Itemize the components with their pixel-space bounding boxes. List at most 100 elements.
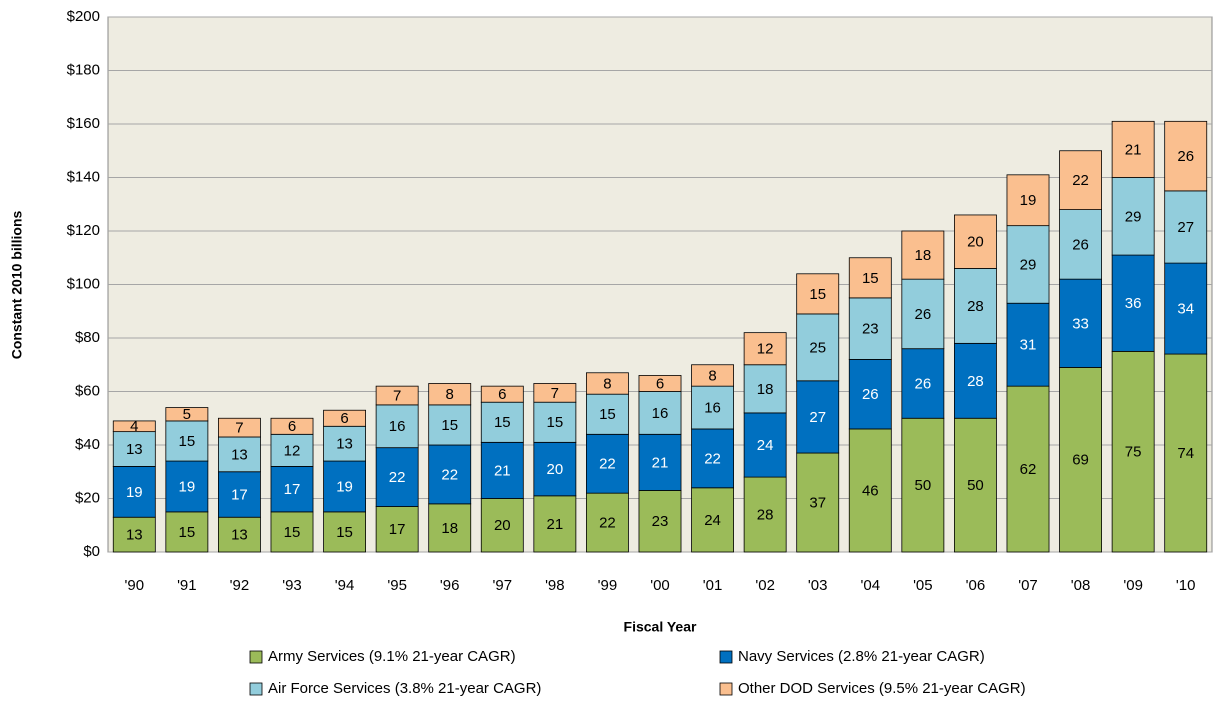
data-label: 21 xyxy=(547,516,564,533)
x-tick-label: '95 xyxy=(387,577,407,594)
legend-swatch xyxy=(719,650,733,664)
legend-label: Air Force Services (3.8% 21-year CAGR) xyxy=(268,680,541,697)
data-label: 17 xyxy=(231,486,248,503)
bar-segment xyxy=(480,498,524,553)
bar-segment xyxy=(480,441,524,499)
data-label: 17 xyxy=(389,521,406,538)
data-label: 22 xyxy=(599,456,616,473)
x-tick-label: '06 xyxy=(966,577,986,594)
bar-segment xyxy=(901,230,945,280)
data-label: 18 xyxy=(915,247,932,264)
bar-segment xyxy=(848,257,892,299)
bar-segment xyxy=(428,503,472,553)
data-label: 22 xyxy=(704,450,721,467)
x-tick-label: '00 xyxy=(650,577,670,594)
data-label: 74 xyxy=(1177,445,1194,462)
bar-segment xyxy=(1164,353,1208,553)
data-label: 19 xyxy=(179,478,196,495)
data-label: 15 xyxy=(809,286,826,303)
bar-segment xyxy=(533,441,577,497)
bar-segment xyxy=(586,433,629,494)
data-label: 16 xyxy=(389,418,406,435)
bar-segment xyxy=(270,511,314,553)
bar-segment xyxy=(217,516,261,553)
legend-label: Army Services (9.1% 21-year CAGR) xyxy=(268,648,516,665)
x-tick-label: '02 xyxy=(755,577,775,594)
bar-segment xyxy=(1006,174,1050,227)
bar-segment xyxy=(217,471,261,518)
bar-segment xyxy=(796,380,840,454)
y-tick-label: $180 xyxy=(67,61,100,78)
data-label: 24 xyxy=(704,512,721,529)
data-label: 28 xyxy=(757,507,774,524)
x-tick-label: '96 xyxy=(440,577,460,594)
bar-segment xyxy=(1164,120,1208,192)
legend-swatch xyxy=(249,650,263,664)
bar-segment xyxy=(375,506,419,553)
bar-segment xyxy=(901,417,945,553)
data-label: 25 xyxy=(809,339,826,356)
bar-segment xyxy=(375,385,419,406)
data-label: 6 xyxy=(340,410,348,427)
x-axis-title: Fiscal Year xyxy=(624,619,697,635)
bar-segment xyxy=(691,428,734,489)
data-label: 26 xyxy=(915,306,932,323)
x-tick-label: '91 xyxy=(177,577,197,594)
data-label: 27 xyxy=(1177,219,1194,236)
data-label: 12 xyxy=(284,442,301,459)
data-label: 28 xyxy=(967,373,984,390)
bar-segment xyxy=(1006,302,1050,387)
data-label: 16 xyxy=(652,405,669,422)
y-tick-label: $0 xyxy=(83,543,100,560)
data-label: 15 xyxy=(547,414,564,431)
legend-label: Other DOD Services (9.5% 21-year CAGR) xyxy=(738,680,1026,697)
x-tick-label: '01 xyxy=(703,577,723,594)
x-tick-label: '99 xyxy=(598,577,618,594)
bar-segment xyxy=(165,460,209,513)
data-label: 6 xyxy=(656,375,664,392)
data-label: 36 xyxy=(1125,295,1142,312)
data-label: 22 xyxy=(441,466,458,483)
data-label: 75 xyxy=(1125,444,1142,461)
data-label: 13 xyxy=(126,441,143,458)
data-label: 31 xyxy=(1020,337,1037,354)
data-label: 5 xyxy=(183,406,191,423)
data-label: 24 xyxy=(757,437,774,454)
bar-segment xyxy=(1164,190,1208,264)
data-label: 15 xyxy=(494,414,511,431)
data-label: 6 xyxy=(288,418,296,435)
data-label: 28 xyxy=(967,298,984,315)
x-tick-label: '03 xyxy=(808,577,828,594)
bar-segment xyxy=(691,487,734,553)
x-tick-label: '93 xyxy=(282,577,302,594)
data-label: 13 xyxy=(126,527,143,544)
data-label: 20 xyxy=(494,517,511,534)
data-label: 8 xyxy=(708,367,716,384)
bar-segment xyxy=(796,273,840,315)
y-tick-label: $80 xyxy=(75,329,100,346)
data-label: 21 xyxy=(652,454,669,471)
bar-segment xyxy=(1006,225,1050,304)
bar-segment xyxy=(954,214,997,269)
data-label: 15 xyxy=(441,417,458,434)
bar-segment xyxy=(533,383,577,403)
data-label: 8 xyxy=(603,375,611,392)
x-tick-label: '08 xyxy=(1071,577,1091,594)
bar-segment xyxy=(1111,177,1155,256)
y-tick-label: $60 xyxy=(75,382,100,399)
data-label: 34 xyxy=(1177,301,1194,318)
data-label: 12 xyxy=(757,341,774,358)
y-tick-label: $140 xyxy=(67,168,100,185)
bar-segment xyxy=(691,364,734,387)
bar-segment xyxy=(480,385,524,403)
data-label: 15 xyxy=(179,433,196,450)
data-label: 15 xyxy=(336,524,353,541)
y-tick-label: $120 xyxy=(67,222,100,239)
data-label: 21 xyxy=(1125,141,1142,158)
data-label: 18 xyxy=(757,381,774,398)
bar-segment xyxy=(270,417,314,435)
data-label: 19 xyxy=(1020,192,1037,209)
x-tick-label: '04 xyxy=(861,577,881,594)
data-label: 22 xyxy=(389,469,406,486)
